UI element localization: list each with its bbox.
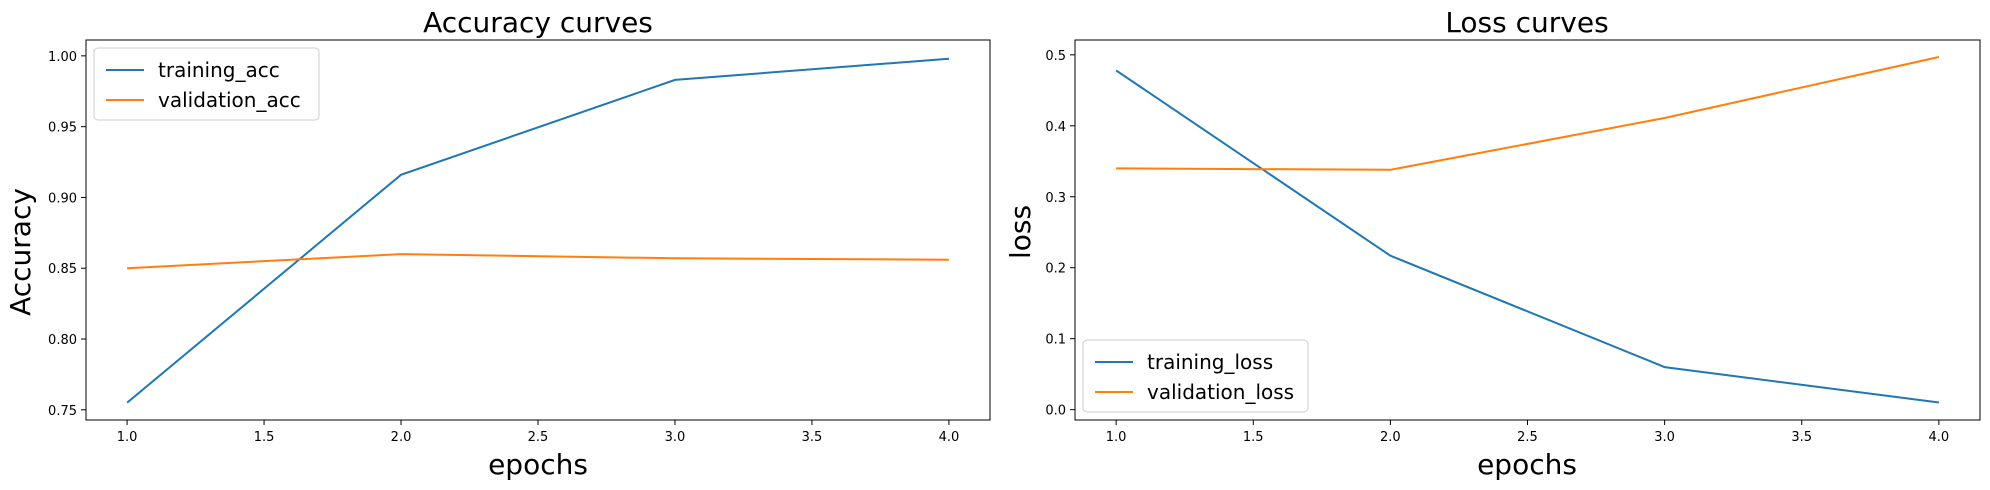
x-tick-label: 3.0 [665,430,686,445]
x-tick-label: 2.0 [391,430,412,445]
x-tick-label: 3.5 [802,430,823,445]
legend: training_acc validation_acc [93,47,320,121]
y-tick-label: 0.4 [1045,120,1066,135]
legend-label: validation_acc [158,88,301,112]
x-tick-label: 2.5 [1517,430,1538,445]
y-axis-label: loss [1004,205,1037,259]
x-axis-label: epochs [488,448,588,481]
legend-box [1082,339,1309,413]
legend-box [93,47,320,121]
y-tick-label: 0.95 [48,121,77,136]
y-tick-label: 0.5 [1045,49,1066,64]
accuracy-chart: Accuracy curves epochs Accuracy 1.0 1.5 2.… [4,6,991,481]
series-line-validation_loss [1116,56,1940,171]
y-axis-label: Accuracy [4,188,37,316]
y-tick-label: 0.3 [1045,191,1066,206]
y-tick-label: 0.1 [1045,333,1066,348]
x-tick-label: 3.0 [1654,430,1675,445]
x-tick-label: 1.0 [1106,430,1127,445]
x-tick-label: 3.5 [1791,430,1812,445]
x-tick-label: 1.5 [254,430,275,445]
x-tick-label: 1.5 [1243,430,1264,445]
x-tick-label: 4.0 [1929,430,1950,445]
y-tick-label: 0.75 [48,404,77,419]
series-line-training_loss [1115,69,1940,404]
x-tick-label: 2.5 [528,430,549,445]
legend-label: training_loss [1147,350,1273,374]
y-tick-label: 0.0 [1045,404,1066,419]
series-line-validation_acc [127,253,949,270]
series-line-training_acc [126,57,949,404]
y-tick-label: 0.85 [48,262,77,277]
y-tick-label: 0.2 [1045,262,1066,277]
y-tick-label: 0.90 [48,191,77,206]
x-tick-label: 2.0 [1380,430,1401,445]
legend: training_loss validation_loss [1082,339,1309,413]
y-tick-label: 1.00 [48,50,77,65]
chart-title: Loss curves [1445,6,1608,39]
chart-title: Accuracy curves [423,6,653,39]
loss-chart: Loss curves epochs loss 1.0 1.5 2.0 2.5 3.0 3… [1004,6,1981,481]
y-tick-label: 0.80 [48,333,77,348]
legend-label: validation_loss [1147,380,1294,404]
legend-label: training_acc [158,58,280,82]
x-tick-label: 4.0 [939,430,960,445]
x-axis-label: epochs [1477,448,1577,481]
x-tick-label: 1.0 [117,430,138,445]
